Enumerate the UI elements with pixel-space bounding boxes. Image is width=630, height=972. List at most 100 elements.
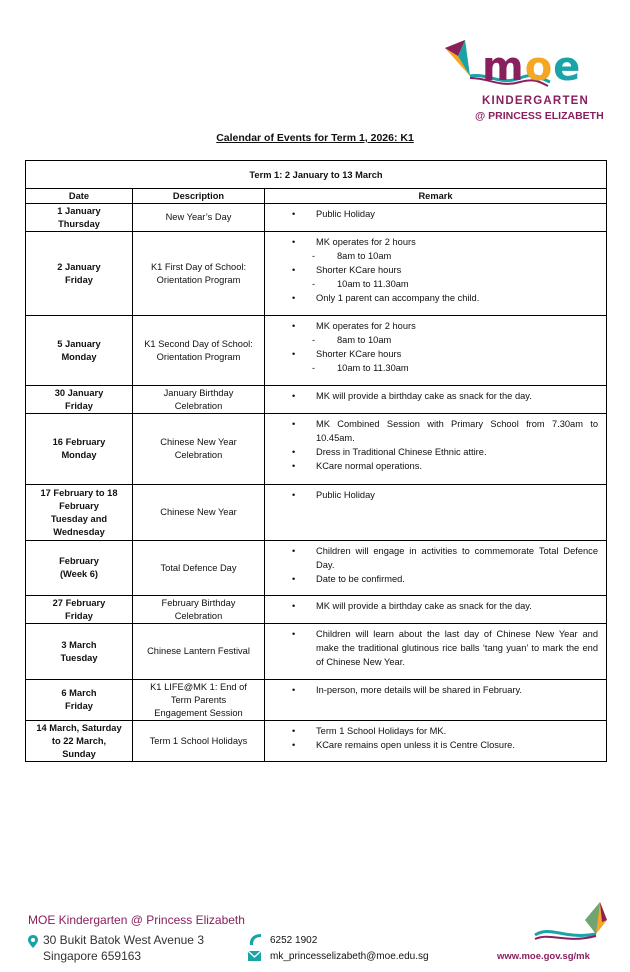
event-row: 30 January Friday January Birthday Celebrat… [25, 385, 607, 414]
remark-bullet: MK will provide a birthday cake as snack… [265, 599, 598, 613]
remark-bullet: KCare remains open unless it is Centre C… [265, 738, 598, 752]
date-line: February [59, 500, 99, 511]
footer-phone: 6252 1902 [270, 935, 318, 946]
remark-sub-item: 10am to 11.30am [265, 277, 598, 291]
event-date: 16 February Monday [25, 413, 133, 485]
phone-icon [249, 934, 261, 945]
date-line: 14 March, Saturday [36, 722, 122, 733]
event-remark: MK operates for 2 hours8am to 10amShorte… [264, 231, 607, 316]
date-line: Friday [65, 274, 93, 285]
footer-address: 30 Bukit Batok West Avenue 3 Singapore 65… [43, 932, 204, 964]
description-line: K1 First Day of School: [150, 261, 247, 272]
event-remark: Term 1 School Holidays for MK.KCare rema… [264, 720, 607, 762]
remark-bullet: Term 1 School Holidays for MK. [265, 724, 598, 738]
date-line: Tuesday and [50, 513, 108, 524]
event-remark: Children will engage in activities to co… [264, 540, 607, 596]
event-description: K1 First Day of School: Orientation Progr… [132, 231, 265, 316]
date-line: Monday [61, 351, 97, 362]
remark-bullet: Public Holiday [265, 488, 598, 502]
event-remark: Children will learn about the last day o… [264, 623, 607, 680]
event-date: 6 March Friday [25, 679, 133, 721]
kite-logo-icon [445, 40, 551, 87]
remark-sub-item: 10am to 11.30am [265, 361, 598, 375]
event-row: 14 March, Saturday to 22 March, Sunday Term… [25, 720, 607, 762]
date-line: (Week 6) [59, 569, 99, 579]
footer-school-name: MOE Kindergarten @ Princess Elizabeth [28, 913, 245, 927]
description-line: Chinese New Year [160, 437, 237, 447]
email-icon [248, 951, 261, 961]
description-line: Term Parents [170, 694, 227, 705]
event-description: Term 1 School Holidays [132, 720, 265, 762]
footer-email: mk_princesselizabeth@moe.edu.sg [270, 951, 429, 962]
remark-bullet: Shorter KCare hours [265, 347, 598, 361]
date-line: February [59, 556, 99, 566]
description-line: Engagement Session [154, 707, 243, 718]
event-row: 3 March Tuesday Chinese Lantern Festival Ch… [25, 623, 607, 680]
branch-logo-text: @ PRINCESS ELIZABETH [475, 110, 604, 122]
event-date: 1 January Thursday [25, 203, 133, 232]
event-description: K1 Second Day of School: Orientation Prog… [132, 315, 265, 386]
description-line: K1 LIFE@MK 1: End of [150, 681, 247, 692]
event-date: 3 March Tuesday [25, 623, 133, 680]
event-row: February (Week 6) Total Defence Day Childre… [25, 540, 607, 596]
event-remark: MK will provide a birthday cake as snack… [264, 385, 607, 414]
description-line: Chinese New Year [160, 507, 237, 517]
remark-bullet: MK will provide a birthday cake as snack… [265, 389, 598, 403]
remark-bullet: MK operates for 2 hours [265, 319, 598, 333]
remark-bullet: Date to be confirmed. [265, 572, 598, 586]
date-line: 17 February to 18 [40, 487, 118, 498]
description-line: Celebration [174, 610, 223, 621]
events-table: Term 1: 2 January to 13 March Date Descr… [25, 160, 607, 762]
term-heading: Term 1: 2 January to 13 March [25, 160, 607, 189]
remark-bullet: Children will learn about the last day o… [265, 627, 598, 669]
event-description: January Birthday Celebration [132, 385, 265, 414]
date-line: Friday [65, 610, 93, 621]
header-date: Date [25, 188, 133, 204]
description-line: Total Defence Day [160, 562, 237, 573]
date-line: 30 January [54, 387, 104, 398]
remark-bullet: Dress in Traditional Chinese Ethnic atti… [265, 445, 598, 459]
date-line: Wednesday [53, 526, 105, 537]
date-line: 27 February [52, 597, 106, 608]
event-date: 2 January Friday [25, 231, 133, 316]
date-line: 1 January [57, 205, 101, 216]
address-line-2: Singapore 659163 [43, 949, 142, 963]
description-line: Orientation Program [156, 351, 241, 362]
header-remark: Remark [264, 188, 607, 204]
event-description: K1 LIFE@MK 1: End of Term Parents Engageme… [132, 679, 265, 721]
description-line: K1 Second Day of School: [144, 338, 253, 349]
date-line: 6 March [61, 688, 97, 698]
event-remark: Public Holiday [264, 203, 607, 232]
date-line: Friday [65, 400, 93, 411]
date-line: 5 January [57, 338, 101, 349]
description-line: Term 1 School Holidays [149, 735, 248, 746]
moe-logo-text: moe [482, 44, 582, 90]
event-row: 27 February Friday February Birthday Celebr… [25, 595, 607, 624]
event-date: 30 January Friday [25, 385, 133, 414]
event-date: 14 March, Saturday to 22 March, Sunday [25, 720, 133, 762]
footer-website-link[interactable]: www.moe.gov.sg/mk [497, 951, 590, 962]
event-remark: MK will provide a birthday cake as snack… [264, 595, 607, 624]
event-description: Chinese New Year [132, 484, 265, 541]
description-line: Chinese Lantern Festival [147, 646, 250, 656]
description-line: Celebration [174, 450, 223, 460]
date-line: Monday [61, 450, 97, 460]
description-line: January Birthday [163, 387, 234, 398]
event-description: Chinese New Year Celebration [132, 413, 265, 485]
remark-bullet: MK operates for 2 hours [265, 235, 598, 249]
date-line: Tuesday [60, 652, 98, 663]
remark-sub-item: 8am to 10am [265, 249, 598, 263]
remark-sub-item: 8am to 10am [265, 333, 598, 347]
event-description: Total Defence Day [132, 540, 265, 596]
remark-bullet: Shorter KCare hours [265, 263, 598, 277]
event-row: 5 January Monday K1 Second Day of School: O… [25, 315, 607, 386]
event-row: 2 January Friday K1 First Day of School: Or… [25, 231, 607, 316]
page-title: Calendar of Events for Term 1, 2026: K1 [216, 132, 414, 144]
remark-bullet: Children will engage in activities to co… [265, 544, 598, 572]
description-line: Orientation Program [156, 274, 241, 285]
event-row: 6 March Friday K1 LIFE@MK 1: End of Term Pa… [25, 679, 607, 721]
kindergarten-logo-text: KINDERGARTEN [482, 95, 590, 107]
remark-bullet: Public Holiday [265, 207, 598, 221]
event-remark: In-person, more details will be shared i… [264, 679, 607, 721]
date-line: to 22 March, [51, 735, 107, 746]
